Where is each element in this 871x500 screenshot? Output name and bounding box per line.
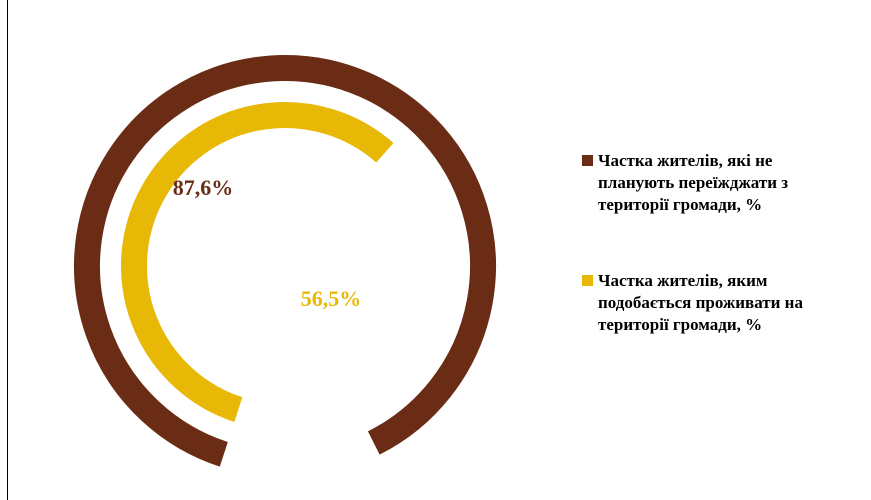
legend-swatch-outer — [582, 155, 593, 166]
ring-outer-arc — [74, 55, 496, 467]
data-label-inner: 56,5% — [301, 286, 362, 311]
legend-label-inner: Частка жителів, яким подобається прожива… — [598, 271, 803, 334]
legend: Частка жителів, які не планують переїждж… — [582, 150, 852, 390]
legend-swatch-inner — [582, 275, 593, 286]
data-label-outer: 87,6% — [173, 175, 234, 200]
legend-item-inner: Частка жителів, яким подобається прожива… — [582, 270, 852, 336]
ring-inner-arc — [121, 102, 394, 422]
legend-item-outer: Частка жителів, які не планують переїждж… — [582, 150, 852, 216]
legend-label-outer: Частка жителів, які не планують переїждж… — [598, 151, 789, 214]
left-border-line — [7, 0, 8, 500]
